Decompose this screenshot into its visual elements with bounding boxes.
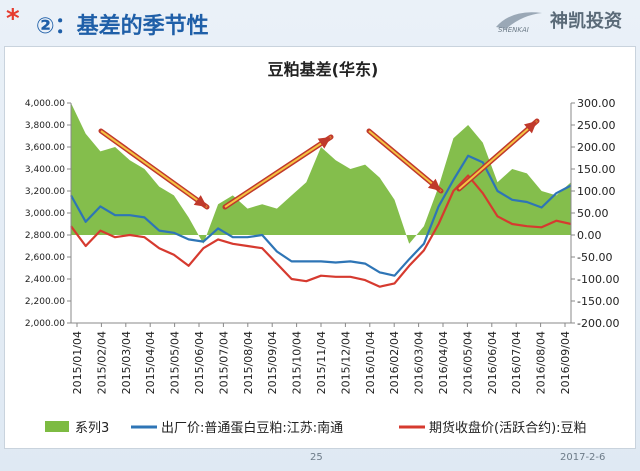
title-star: * (6, 4, 20, 34)
x-tick-label: 2015/06/04 (193, 331, 206, 394)
left-tick-label: 2,200.00 (25, 297, 65, 307)
slide-title: ②：基差的季节性 (36, 14, 209, 39)
legend-swatch-area (45, 421, 69, 432)
x-tick-label: 2015/03/04 (120, 331, 133, 394)
x-tick-label: 2016/04/04 (437, 331, 450, 394)
left-tick-label: 4,000.00 (25, 99, 65, 109)
ex-factory-price-line (70, 154, 572, 277)
left-tick-label: 3,000.00 (25, 209, 65, 219)
left-tick-label: 2,400.00 (25, 275, 65, 285)
right-tick-label: 300.00 (577, 97, 616, 110)
right-tick-label: 100.00 (577, 185, 616, 198)
left-tick-label: 3,200.00 (25, 187, 65, 197)
legend-label: 期货收盘价(活跃合约):豆粕 (429, 420, 587, 436)
area-series-系列3 (71, 103, 571, 244)
right-tick-label: 150.00 (577, 163, 616, 176)
right-tick-label: -100.00 (577, 273, 619, 286)
right-tick-label: 250.00 (577, 119, 616, 132)
left-tick-label: 2,800.00 (25, 231, 65, 241)
company-logo: SHENKAI 神凯投资 (492, 5, 622, 35)
x-tick-label: 2016/05/04 (461, 331, 474, 394)
x-tick-label: 2015/11/04 (315, 331, 328, 394)
chart-panel: 豆粕基差(华东) 2,000.00 2,200.00 2,400.00 2,600.0… (4, 46, 636, 449)
logo-swoosh-icon: SHENKAI (496, 12, 542, 34)
x-tick-label: 2015/08/04 (242, 331, 255, 394)
left-tick-label: 3,400.00 (25, 165, 65, 175)
right-tick-label: 0.00 (577, 229, 602, 242)
logo-text: 神凯投资 (550, 11, 622, 32)
x-tick-label: 2015/10/04 (291, 331, 304, 394)
x-tick-label: 2015/12/04 (339, 331, 352, 394)
right-tick-label: 50.00 (577, 207, 609, 220)
legend-label: 出厂价:普通蛋白豆粕:江苏:南通 (161, 420, 343, 436)
line-series-layer (70, 154, 572, 288)
x-tick-label: 2016/03/04 (413, 331, 426, 394)
futures-close-line (70, 174, 572, 288)
chart-title: 豆粕基差(华东) (268, 60, 379, 79)
left-tick-label: 3,600.00 (25, 143, 65, 153)
trend-arrow-head (427, 178, 441, 191)
x-tick-label: 2016/09/04 (559, 331, 572, 394)
x-tick-label: 2016/06/04 (486, 331, 499, 394)
trend-arrow-inner (224, 136, 332, 208)
x-tick-label: 2015/02/04 (95, 331, 108, 394)
axes: 2,000.00 2,200.00 2,400.00 2,600.00 2,800.00… (25, 97, 620, 394)
page-number: 25 (310, 452, 323, 463)
trend-arrow-inner (100, 130, 208, 208)
x-tick-label: 2015/07/04 (217, 331, 230, 394)
x-tick-label: 2015/04/04 (144, 331, 157, 394)
logo-mark: SHENKAI (498, 26, 529, 34)
basis-chart: 豆粕基差(华东) 2,000.00 2,200.00 2,400.00 2,600.0… (25, 60, 620, 436)
x-tick-label: 2015/01/04 (71, 331, 84, 394)
x-tick-label: 2016/08/04 (535, 331, 548, 394)
x-tick-label: 2015/05/04 (169, 331, 182, 394)
trend-arrow-head (317, 137, 331, 149)
right-tick-label: -200.00 (577, 317, 619, 330)
trend-arrows (98, 118, 540, 210)
x-tick-label: 2016/01/04 (364, 331, 377, 394)
left-tick-label: 2,600.00 (25, 253, 65, 263)
left-tick-label: 2,000.00 (25, 319, 65, 329)
right-tick-label: -150.00 (577, 295, 619, 308)
trend-arrow-head (193, 195, 207, 207)
x-tick-label: 2016/02/04 (388, 331, 401, 394)
trend-arrow-head (524, 121, 537, 134)
area-series-layer (71, 103, 571, 244)
slide-header: * ②：基差的季节性 SHENKAI 神凯投资 (0, 0, 640, 46)
slide-date: 2017-2-6 (560, 452, 606, 463)
x-tick-label: 2016/07/04 (510, 331, 523, 394)
trend-arrow-inner (368, 130, 442, 192)
trend-arrow-inner (458, 120, 538, 190)
legend: 系列3 出厂价:普通蛋白豆粕:江苏:南通 期货收盘价(活跃合约):豆粕 (45, 420, 587, 436)
right-tick-label: -50.00 (577, 251, 612, 264)
right-tick-label: 200.00 (577, 141, 616, 154)
legend-label: 系列3 (75, 421, 109, 436)
left-tick-label: 3,800.00 (25, 121, 65, 131)
x-tick-label: 2015/09/04 (266, 331, 279, 394)
